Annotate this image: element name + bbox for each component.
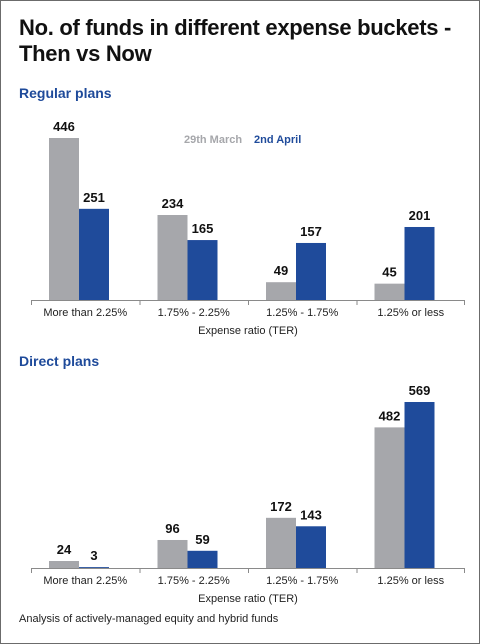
bar-29th-march: [266, 282, 296, 300]
x-tick-label: 1.25% or less: [377, 575, 444, 587]
data-label: 482: [379, 408, 401, 423]
data-label: 3: [90, 548, 97, 563]
data-label: 49: [274, 263, 288, 278]
x-tick-label: 1.75% - 2.25%: [158, 575, 230, 587]
x-axis-title: Expense ratio (TER): [198, 593, 298, 605]
bar-2nd-april: [187, 550, 218, 568]
x-tick-label: 1.25% - 1.75%: [266, 307, 338, 319]
data-label: 24: [57, 542, 72, 557]
data-label: 96: [165, 521, 179, 536]
direct-plans-subtitle: Direct plans: [19, 353, 100, 369]
bar-29th-march: [374, 427, 405, 568]
footnote: Analysis of actively-managed equity and …: [19, 613, 279, 625]
data-label: 446: [53, 119, 75, 134]
bar-2nd-april: [296, 526, 326, 568]
x-tick-label: More than 2.25%: [43, 575, 127, 587]
data-label: 172: [270, 499, 292, 514]
bar-2nd-april: [296, 242, 326, 300]
data-label: 157: [300, 224, 322, 239]
bar-29th-march: [49, 560, 79, 568]
data-label: 45: [382, 265, 396, 280]
bar-29th-march: [49, 138, 79, 300]
x-tick-label: 1.75% - 2.25%: [158, 307, 230, 319]
data-label: 165: [192, 221, 214, 236]
bar-2nd-april: [404, 402, 435, 568]
x-tick-label: More than 2.25%: [43, 307, 127, 319]
regular-plans-subtitle: Regular plans: [19, 85, 112, 101]
data-label: 569: [409, 383, 431, 398]
data-label: 251: [83, 190, 105, 205]
x-tick-label: 1.25% - 1.75%: [266, 575, 338, 587]
bar-2nd-april: [187, 240, 218, 300]
direct-plans-chart: More than 2.25% 24 3 1.75% - 2.25% 96 59 1.25%…: [31, 383, 465, 605]
bar-29th-march: [374, 283, 405, 300]
data-label: 201: [409, 208, 431, 223]
bar-2nd-april: [404, 226, 435, 300]
data-label: 234: [162, 196, 184, 211]
page-title: No. of funds in different expense bucket…: [19, 15, 452, 66]
legend-entry-29th-march: 29th March: [184, 134, 242, 146]
data-label: 143: [300, 507, 322, 522]
bar-29th-march: [157, 539, 188, 568]
bar-2nd-april: [79, 567, 109, 568]
data-label: 59: [195, 532, 209, 547]
bar-2nd-april: [79, 208, 109, 300]
x-axis-title: Expense ratio (TER): [198, 325, 298, 337]
regular-plans-chart: More than 2.25% 446 251 1.75% - 2.25% 234 165…: [31, 119, 465, 337]
bar-29th-march: [266, 517, 296, 568]
bar-29th-march: [157, 215, 188, 300]
legend-entry-2nd-april: 2nd April: [254, 134, 301, 146]
x-tick-label: 1.25% or less: [377, 307, 444, 319]
